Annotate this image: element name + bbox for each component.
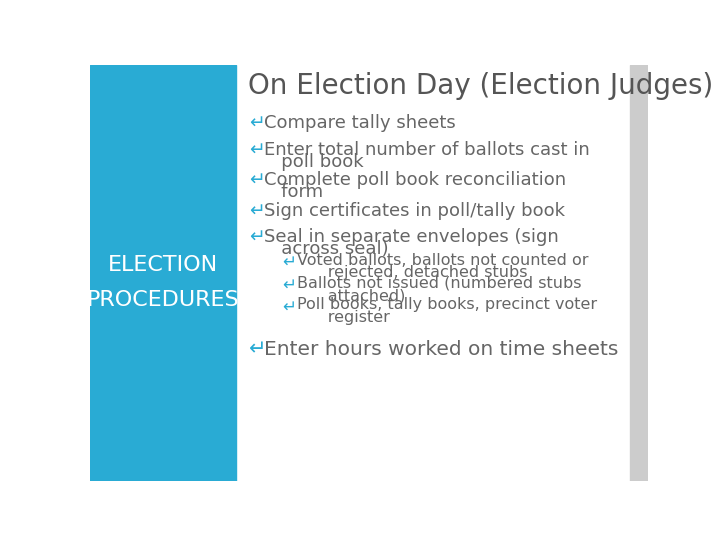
Text: ↵: ↵ bbox=[282, 253, 296, 271]
Text: Enter total number of ballots cast in: Enter total number of ballots cast in bbox=[264, 141, 590, 159]
Text: ↵: ↵ bbox=[282, 276, 296, 294]
Text: Sign certificates in poll/tally book: Sign certificates in poll/tally book bbox=[264, 202, 565, 220]
Text: across seal): across seal) bbox=[264, 240, 389, 258]
Text: PROCEDURES: PROCEDURES bbox=[86, 291, 239, 310]
Text: register: register bbox=[297, 309, 390, 325]
Text: Seal in separate envelopes (sign: Seal in separate envelopes (sign bbox=[264, 228, 559, 246]
Text: Compare tally sheets: Compare tally sheets bbox=[264, 114, 456, 132]
Text: ↵: ↵ bbox=[249, 171, 265, 190]
Text: Ballots not issued (numbered stubs: Ballots not issued (numbered stubs bbox=[297, 276, 582, 291]
Bar bbox=[630, 65, 648, 481]
Text: Poll books, tally books, precinct voter: Poll books, tally books, precinct voter bbox=[297, 298, 597, 312]
Text: ↵: ↵ bbox=[249, 114, 265, 133]
Text: form: form bbox=[264, 184, 323, 201]
Text: Complete poll book reconciliation: Complete poll book reconciliation bbox=[264, 171, 567, 189]
Text: ELECTION: ELECTION bbox=[108, 255, 218, 275]
Text: attached): attached) bbox=[297, 288, 405, 303]
Text: Enter hours worked on time sheets: Enter hours worked on time sheets bbox=[264, 340, 618, 359]
Text: On Election Day (Election Judges): On Election Day (Election Judges) bbox=[248, 72, 714, 99]
Text: ↵: ↵ bbox=[249, 202, 265, 221]
Text: ↵: ↵ bbox=[249, 228, 265, 247]
Text: ↵: ↵ bbox=[282, 298, 296, 315]
Text: ↵: ↵ bbox=[249, 141, 265, 160]
Text: ↵: ↵ bbox=[249, 340, 266, 360]
Text: Voted ballots, ballots not counted or: Voted ballots, ballots not counted or bbox=[297, 253, 588, 268]
Bar bbox=[90, 65, 235, 481]
Text: poll book: poll book bbox=[264, 153, 364, 171]
Text: rejected, detached stubs: rejected, detached stubs bbox=[297, 265, 528, 280]
